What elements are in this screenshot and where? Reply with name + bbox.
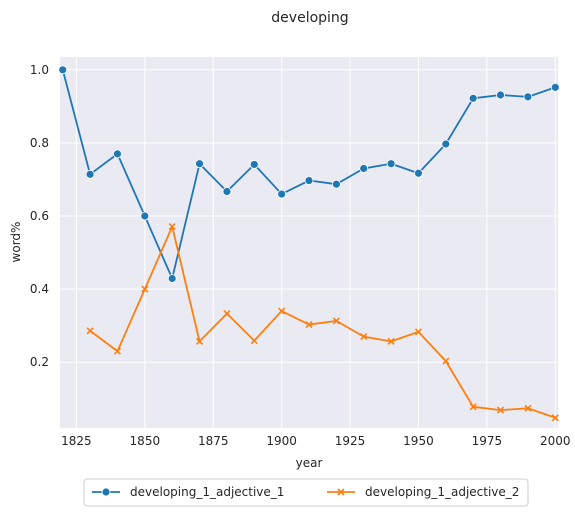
legend-box [83,478,529,507]
data-point [414,328,423,336]
data-point [223,310,231,318]
data-point [304,176,314,185]
data-point [414,168,423,178]
legend-label: developing_1_adjective_1 [130,485,284,499]
series-developing_1_adjective_2 [86,223,559,422]
x-tick-label: 1850 [130,434,161,448]
y-tick-label: 0.6 [30,209,49,223]
data-point [387,337,395,345]
data-point [140,211,150,221]
data-point [58,65,68,75]
data-point [496,406,505,414]
y-tick-label: 0.8 [30,136,49,150]
data-point [141,285,149,293]
data-point [523,92,533,102]
data-point [550,82,560,92]
data-point [524,404,532,412]
legend-entry: developing_1_adjective_1 [92,485,284,499]
data-point [468,93,478,103]
data-point [195,337,204,345]
data-point [113,149,122,159]
data-point [442,357,450,365]
y-tick-label: 1.0 [30,63,49,77]
legend: developing_1_adjective_1 developing_1_adj… [83,478,529,507]
data-point [551,414,559,422]
x-tick-label: 1900 [266,434,297,448]
data-point [167,274,177,283]
legend-entry: developing_1_adjective_2 [327,485,519,499]
data-point [222,187,232,196]
data-point [441,139,451,149]
x-tick-label: 2000 [540,434,571,448]
data-point [359,164,369,173]
series-layer [58,65,560,422]
x-tick-label: 1925 [335,434,366,448]
plot-area [60,57,558,428]
data-point [496,90,505,100]
data-point [113,347,122,355]
x-tick-label: 1825 [61,434,92,448]
series-line [89,225,556,419]
x-axis-label: year [296,456,323,470]
data-point [250,337,258,345]
y-tick-label: 0.4 [30,282,49,296]
data-point [195,159,204,169]
data-point [331,179,341,189]
data-point [305,320,313,329]
x-tick-label: 1950 [403,434,434,448]
x-axis-ticks: 1825 1850 1875 1900 1925 1950 1975 2000 [61,434,570,448]
data-point [386,159,396,169]
data-point [469,403,477,411]
data-point [249,160,259,169]
data-point [332,317,340,325]
y-tick-label: 0.2 [30,355,49,369]
x-tick-label: 1975 [472,434,503,448]
legend-label: developing_1_adjective_2 [365,485,519,499]
x-tick-label: 1875 [198,434,229,448]
y-axis-ticks: 0.2 0.4 0.6 0.8 1.0 [30,63,49,369]
data-point [360,333,368,341]
series-developing_1_adjective_1 [58,65,560,283]
chart-title: developing [271,10,348,26]
y-axis-label: word% [9,222,23,263]
data-point [277,189,287,199]
data-point [278,307,286,315]
data-point [86,327,94,335]
legend-marker [101,487,111,497]
legend-marker [337,488,345,496]
data-point [168,223,176,231]
data-point [85,169,95,179]
